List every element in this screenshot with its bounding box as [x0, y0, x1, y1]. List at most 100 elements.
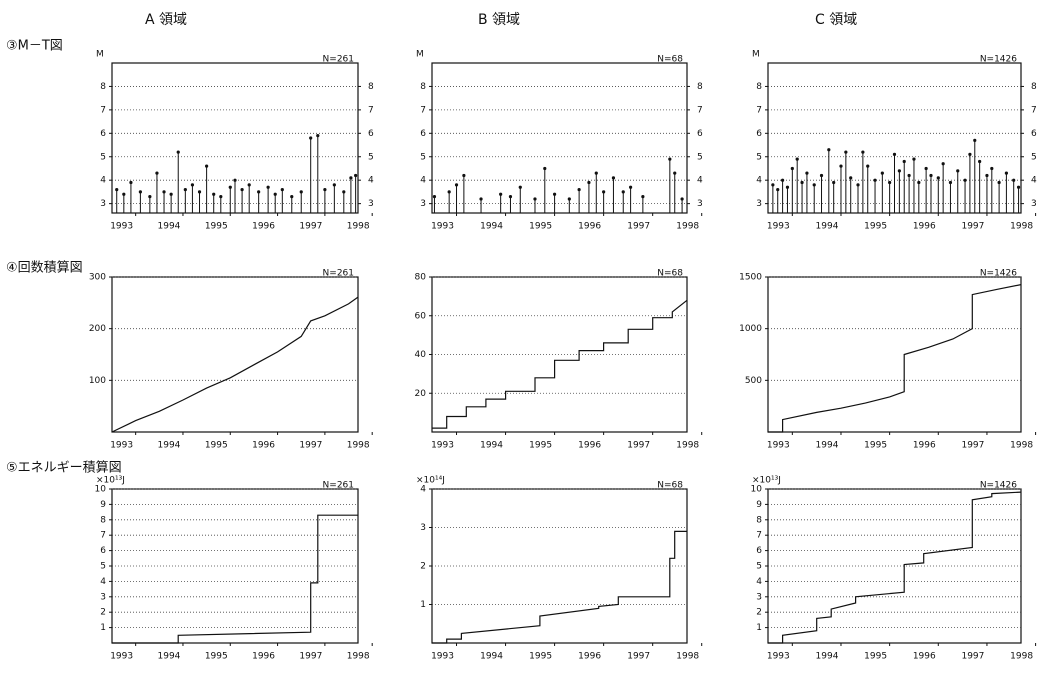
x-tick-label: 1996 — [252, 441, 275, 451]
stem-head — [240, 187, 244, 192]
stem-head — [602, 190, 606, 194]
y-tick-label: 3 — [697, 199, 703, 209]
y-tick-label: 5 — [756, 562, 762, 572]
y-tick-label: 6 — [697, 129, 703, 139]
cumulative-line — [768, 491, 1022, 644]
stem-head — [454, 183, 459, 187]
x-tick-label: 1996 — [913, 222, 936, 232]
stem-head — [577, 187, 581, 192]
y-tick-label: 3 — [1031, 199, 1037, 209]
cumulative-line — [432, 530, 687, 644]
stem-head — [176, 150, 180, 154]
y-tick-label: 7 — [697, 105, 703, 115]
stem-head — [518, 185, 522, 189]
stem-head — [162, 190, 166, 194]
y-tick-label: 4 — [697, 176, 703, 186]
x-tick-label: 1996 — [578, 222, 601, 232]
y-axis-label: M — [416, 50, 424, 60]
x-tick-label: 1997 — [961, 652, 984, 662]
y-tick-label: 20 — [415, 389, 427, 399]
y-tick-label: 4 — [100, 577, 106, 587]
stem-head — [888, 180, 892, 185]
stem-head — [169, 192, 173, 196]
x-tick-label: 1994 — [480, 441, 503, 451]
stem-head — [148, 194, 152, 199]
stem-head — [641, 194, 645, 199]
y-tick-label: 6 — [420, 129, 426, 139]
x-tick-label: 1998 — [1010, 222, 1033, 232]
stem-head — [866, 164, 870, 168]
y-axis-label: ×10¹³J — [752, 476, 781, 486]
cumulative-line — [112, 514, 358, 644]
row-label: ④回数積算図 — [6, 261, 83, 276]
stem-head — [273, 192, 277, 196]
stem-head — [316, 134, 320, 138]
y-tick-label: 8 — [697, 82, 703, 92]
x-tick-label: 1997 — [627, 652, 650, 662]
x-tick-label: 1993 — [767, 652, 790, 662]
x-tick-label: 1994 — [480, 652, 503, 662]
stem-head — [968, 152, 972, 157]
x-tick-label: 1995 — [205, 441, 228, 451]
y-tick-label: 80 — [415, 273, 427, 283]
x-tick-label: 1996 — [913, 652, 936, 662]
stem-head — [205, 164, 209, 168]
y-tick-label: 8 — [756, 82, 762, 92]
x-tick-label: 1998 — [676, 652, 699, 662]
y-tick-label: 9 — [756, 500, 762, 510]
y-tick-label: 5 — [697, 152, 703, 162]
stem-head — [299, 190, 303, 194]
stem-head — [856, 183, 860, 187]
x-tick-label: 1996 — [913, 441, 936, 451]
y-tick-label: 100 — [89, 376, 106, 386]
column-header: C 領域 — [815, 11, 857, 28]
stem-head — [247, 183, 251, 187]
y-tick-label: 6 — [100, 129, 106, 139]
y-tick-label: 3 — [420, 523, 426, 533]
y-tick-label: 2 — [756, 608, 762, 618]
stem-head — [897, 169, 901, 173]
y-tick-label: 3 — [756, 592, 762, 602]
stem-head — [776, 187, 780, 192]
y-axis-label: ×10¹³J — [96, 476, 125, 486]
stem-head — [594, 171, 598, 175]
y-tick-label: 7 — [756, 531, 762, 541]
y-tick-label: 3 — [100, 199, 106, 209]
stem-head — [973, 138, 977, 142]
stem-head — [587, 180, 591, 185]
stem-head — [349, 176, 353, 180]
stem-head — [849, 176, 853, 180]
y-tick-label: 5 — [368, 152, 374, 162]
stem-head — [668, 157, 672, 161]
annotation: N=1426 — [980, 481, 1017, 491]
plot-frame — [767, 276, 1022, 433]
y-tick-label: 4 — [756, 176, 762, 186]
x-tick-label: 1993 — [110, 652, 133, 662]
y-tick-label: 500 — [745, 376, 762, 386]
stem-head — [956, 169, 960, 173]
x-tick-label: 1998 — [347, 222, 370, 232]
cumulative-line — [432, 299, 688, 429]
stem-head — [621, 190, 625, 194]
y-tick-label: 7 — [420, 105, 426, 115]
stem-head — [902, 159, 906, 164]
x-tick-label: 1993 — [767, 441, 790, 451]
stem-head — [997, 180, 1001, 185]
stem-head — [233, 178, 237, 182]
y-tick-label: 8 — [368, 82, 374, 92]
stem-head — [941, 162, 945, 166]
y-tick-label: 5 — [756, 152, 762, 162]
stem-head — [963, 178, 967, 182]
y-tick-label: 10 — [95, 485, 107, 495]
y-axis-label: ×10¹⁴J — [416, 476, 445, 486]
stem-head — [912, 157, 916, 161]
x-tick-label: 1997 — [627, 222, 650, 232]
y-tick-label: 1 — [100, 623, 106, 633]
stem-head — [990, 166, 994, 171]
y-tick-label: 6 — [368, 129, 374, 139]
stem-head — [1004, 171, 1009, 175]
y-tick-label: 9 — [100, 500, 106, 510]
plot-frame — [111, 276, 359, 433]
x-tick-label: 1993 — [431, 652, 454, 662]
stem-head — [680, 197, 684, 201]
